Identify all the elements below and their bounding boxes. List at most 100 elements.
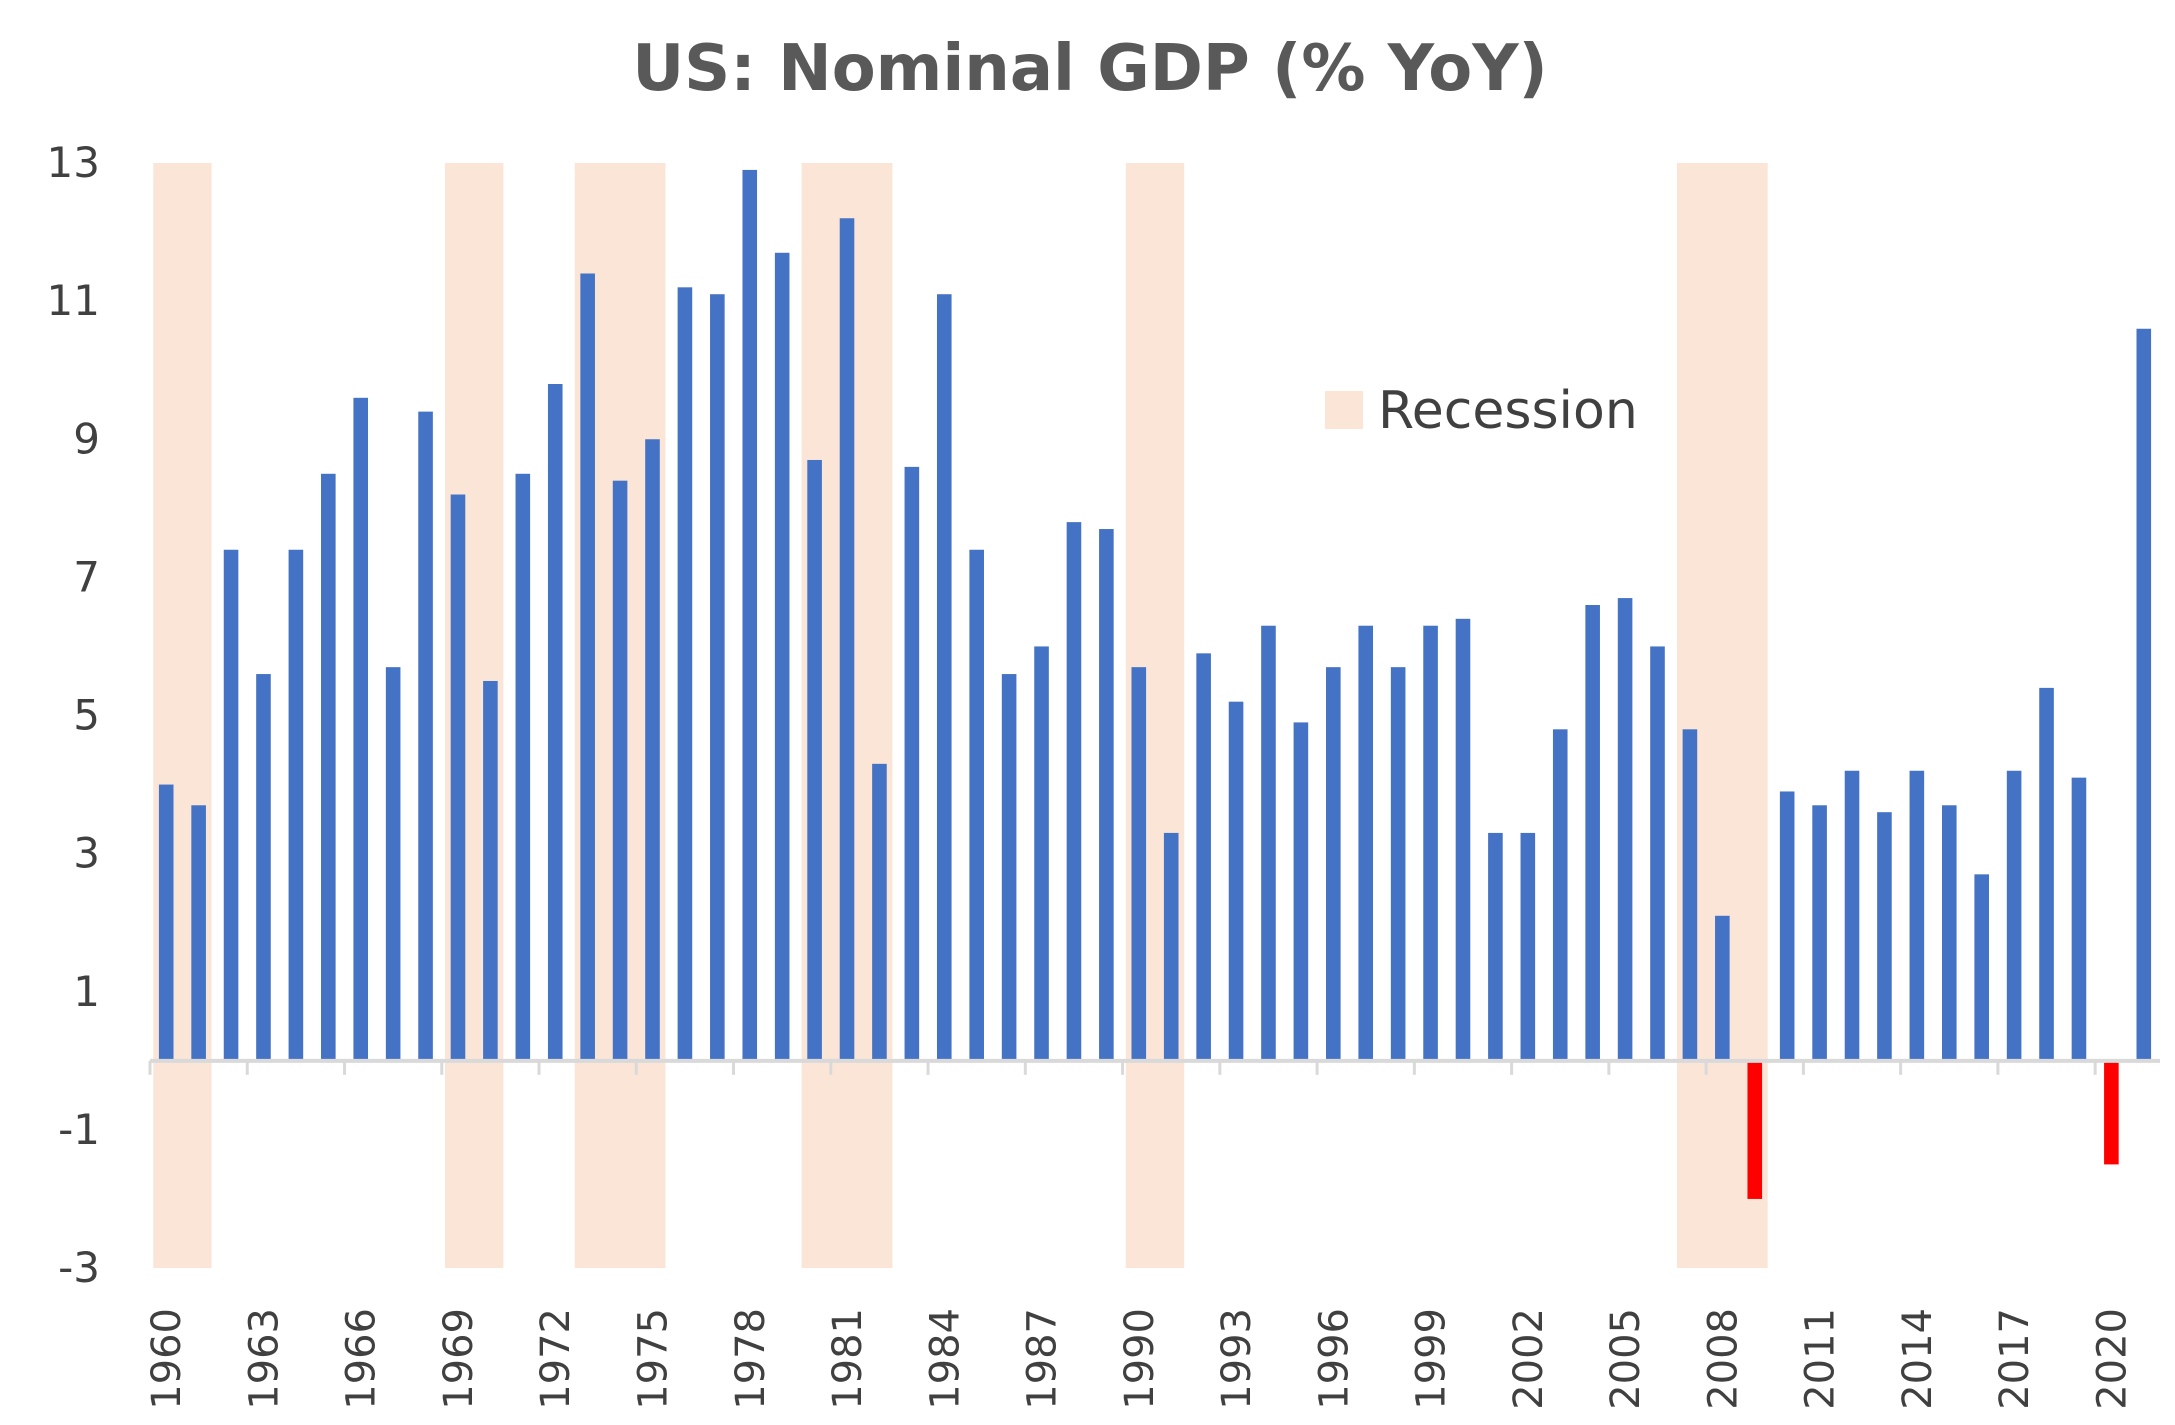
y-tick-label: 9 bbox=[73, 414, 100, 463]
legend: Recession bbox=[1325, 381, 1638, 441]
y-tick-label: 1 bbox=[73, 967, 100, 1016]
bar-1977 bbox=[710, 294, 725, 1061]
bar-1962 bbox=[223, 549, 239, 1061]
bar-1996 bbox=[1326, 667, 1341, 1061]
bar-2009 bbox=[1747, 1060, 1763, 1199]
x-tick-label: 1981 bbox=[825, 1308, 871, 1410]
bar-1970 bbox=[483, 680, 498, 1061]
recession-band-1960 bbox=[153, 163, 212, 1268]
x-tick-label: 1993 bbox=[1214, 1308, 1260, 1410]
x-tick-label: 2014 bbox=[1895, 1308, 1941, 1410]
bar-2007 bbox=[1682, 729, 1698, 1061]
bar-1973 bbox=[580, 273, 595, 1061]
bar-1992 bbox=[1196, 653, 1211, 1061]
bar-1993 bbox=[1228, 701, 1244, 1061]
bar-2020 bbox=[2104, 1060, 2119, 1165]
x-tick-label: 1987 bbox=[1020, 1308, 1066, 1410]
bar-2011 bbox=[1812, 805, 1827, 1061]
bar-1999 bbox=[1423, 625, 1438, 1061]
bar-1972 bbox=[547, 384, 563, 1061]
x-tick-label: 1996 bbox=[1311, 1308, 1357, 1410]
bar-2021 bbox=[2136, 328, 2152, 1061]
bar-1998 bbox=[1390, 667, 1406, 1061]
bars bbox=[158, 169, 2152, 1199]
bar-1981 bbox=[839, 218, 855, 1061]
legend-recession-label: Recession bbox=[1378, 381, 1638, 441]
bar-1971 bbox=[515, 473, 531, 1061]
bar-1968 bbox=[418, 411, 433, 1061]
bar-1995 bbox=[1293, 722, 1309, 1061]
bar-1980 bbox=[807, 459, 822, 1061]
y-tick-label: 3 bbox=[73, 829, 100, 878]
bar-1986 bbox=[1001, 674, 1017, 1061]
bar-2010 bbox=[1779, 791, 1795, 1061]
bar-1983 bbox=[904, 466, 920, 1061]
bar-2019 bbox=[2071, 777, 2087, 1061]
y-tick-label: 13 bbox=[47, 138, 100, 187]
y-tick-label: 11 bbox=[47, 276, 100, 325]
bar-1965 bbox=[321, 473, 336, 1061]
x-tick-label: 1999 bbox=[1409, 1308, 1455, 1410]
bar-1989 bbox=[1099, 529, 1114, 1061]
x-tick-label: 1978 bbox=[728, 1308, 774, 1410]
bar-2008 bbox=[1715, 915, 1730, 1061]
bar-1982 bbox=[872, 763, 887, 1061]
y-tick-label: 7 bbox=[73, 552, 100, 601]
x-tick-label: 1990 bbox=[1117, 1308, 1163, 1410]
bar-2001 bbox=[1488, 832, 1503, 1061]
y-tick-label: -3 bbox=[58, 1243, 100, 1292]
bar-1976 bbox=[677, 287, 693, 1061]
x-tick-label: 1984 bbox=[922, 1308, 968, 1410]
bar-2014 bbox=[1909, 770, 1925, 1061]
x-tick-label: 1963 bbox=[241, 1308, 287, 1410]
bar-2013 bbox=[1877, 812, 1892, 1061]
bar-1997 bbox=[1358, 625, 1374, 1061]
bar-1964 bbox=[288, 549, 304, 1061]
y-axis-ticks: 13 11 9 7 5 3 1 -1 -3 bbox=[47, 138, 100, 1292]
x-tick-label: 2005 bbox=[1603, 1308, 1649, 1410]
x-tick-label: 1969 bbox=[436, 1308, 482, 1410]
x-axis bbox=[148, 1058, 2160, 1075]
bar-1978 bbox=[742, 169, 758, 1061]
x-tick-label: 1960 bbox=[144, 1308, 190, 1410]
bar-1967 bbox=[385, 667, 401, 1061]
bar-2015 bbox=[1941, 805, 1957, 1061]
bar-1960 bbox=[158, 784, 174, 1061]
bar-1961 bbox=[191, 805, 206, 1061]
bar-2003 bbox=[1552, 729, 1568, 1061]
bar-2006 bbox=[1650, 646, 1665, 1061]
bar-1987 bbox=[1034, 646, 1049, 1061]
x-tick-label: 1966 bbox=[339, 1308, 385, 1410]
x-tick-label: 2020 bbox=[2089, 1308, 2135, 1410]
y-tick-label: 5 bbox=[73, 691, 100, 740]
x-tick-label: 2002 bbox=[1506, 1308, 1552, 1410]
bar-1974 bbox=[612, 480, 628, 1061]
bar-2002 bbox=[1520, 832, 1536, 1061]
bar-1975 bbox=[645, 439, 660, 1061]
bar-1990 bbox=[1131, 667, 1147, 1061]
legend-recession-swatch bbox=[1325, 391, 1363, 429]
bar-2018 bbox=[2039, 687, 2054, 1061]
bar-2000 bbox=[1455, 618, 1471, 1061]
x-axis-ticks: 1960 1963 1966 1969 1972 1975 1978 1981 1984 1987… bbox=[144, 1308, 2135, 1410]
bar-1966 bbox=[353, 397, 369, 1061]
bar-1994 bbox=[1261, 625, 1276, 1061]
bar-2017 bbox=[2006, 770, 2022, 1061]
x-tick-label: 2008 bbox=[1700, 1308, 1746, 1410]
bar-2016 bbox=[1974, 874, 1989, 1061]
x-tick-label: 2011 bbox=[1798, 1308, 1844, 1410]
bar-2004 bbox=[1585, 605, 1600, 1061]
bar-1979 bbox=[774, 252, 790, 1061]
bar-1985 bbox=[969, 549, 984, 1061]
bar-2005 bbox=[1617, 598, 1633, 1061]
chart-title: US: Nominal GDP (% YoY) bbox=[632, 32, 1548, 106]
x-tick-label: 2017 bbox=[1992, 1308, 2038, 1410]
bar-1984 bbox=[936, 294, 952, 1061]
bar-1988 bbox=[1066, 522, 1082, 1061]
x-tick-label: 1972 bbox=[533, 1308, 579, 1410]
bar-1963 bbox=[256, 674, 271, 1061]
y-tick-label: -1 bbox=[58, 1105, 100, 1154]
bar-1969 bbox=[450, 494, 466, 1061]
bar-2012 bbox=[1844, 770, 1860, 1061]
